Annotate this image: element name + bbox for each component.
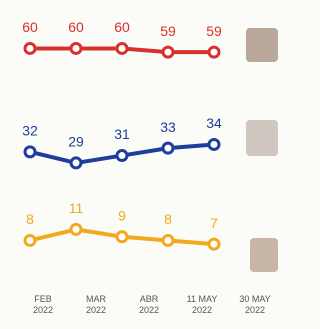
point xyxy=(209,239,219,249)
point xyxy=(163,47,173,57)
point xyxy=(117,232,127,242)
x-tick-label: ABR 2022 xyxy=(132,294,166,316)
photo xyxy=(250,238,278,272)
point xyxy=(25,147,35,157)
data-label: 34 xyxy=(206,115,222,131)
point xyxy=(163,143,173,153)
chart: 60 60 60 59 59 32 29 31 33 34 8 11 9 8 7 FEB 2022 MAR 2… xyxy=(0,0,278,329)
data-label: 31 xyxy=(114,126,130,142)
point xyxy=(209,139,219,149)
data-label: 60 xyxy=(114,19,130,35)
photos xyxy=(246,28,278,272)
data-label: 7 xyxy=(210,215,218,231)
x-tick-label: 11 MAY 2022 xyxy=(185,294,219,316)
point xyxy=(25,43,35,53)
data-label: 60 xyxy=(68,19,84,35)
x-tick-label: MAR 2022 xyxy=(79,294,113,316)
data-label: 29 xyxy=(68,134,84,150)
point xyxy=(209,47,219,57)
photo xyxy=(246,120,278,156)
data-label: 8 xyxy=(26,211,34,227)
data-label: 59 xyxy=(160,23,176,39)
data-label: 8 xyxy=(164,211,172,227)
x-tick-label: FEB 2022 xyxy=(26,294,60,316)
data-label: 11 xyxy=(69,200,84,216)
data-label: 60 xyxy=(22,19,38,35)
data-label: 9 xyxy=(118,207,126,223)
point xyxy=(117,43,127,53)
photo xyxy=(246,28,278,62)
point xyxy=(71,224,81,234)
point xyxy=(71,158,81,168)
point xyxy=(25,235,35,245)
plot: 60 60 60 59 59 32 29 31 33 34 8 11 9 8 7 xyxy=(0,0,278,329)
point xyxy=(163,235,173,245)
point xyxy=(117,151,127,161)
x-tick-label: 30 MAY 2022 xyxy=(238,294,272,316)
data-label: 32 xyxy=(22,123,38,139)
data-label: 33 xyxy=(160,119,176,135)
point xyxy=(71,43,81,53)
data-label: 59 xyxy=(206,23,222,39)
